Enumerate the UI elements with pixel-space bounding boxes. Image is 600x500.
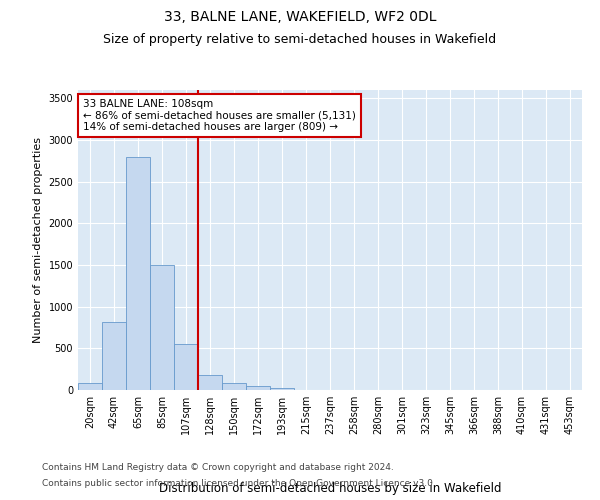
Text: 33, BALNE LANE, WAKEFIELD, WF2 0DL: 33, BALNE LANE, WAKEFIELD, WF2 0DL [164,10,436,24]
Bar [78,384,102,390]
Bar [126,156,150,390]
Text: Contains HM Land Registry data © Crown copyright and database right 2024.: Contains HM Land Registry data © Crown c… [42,464,394,472]
Text: Distribution of semi-detached houses by size in Wakefield: Distribution of semi-detached houses by … [159,482,501,495]
Bar [102,322,126,390]
Y-axis label: Number of semi-detached properties: Number of semi-detached properties [33,137,43,343]
Bar [198,375,222,390]
Bar [174,344,198,390]
Text: 33 BALNE LANE: 108sqm
← 86% of semi-detached houses are smaller (5,131)
14% of s: 33 BALNE LANE: 108sqm ← 86% of semi-deta… [83,99,356,132]
Bar [222,384,246,390]
Bar [150,265,174,390]
Bar [270,388,294,390]
Text: Size of property relative to semi-detached houses in Wakefield: Size of property relative to semi-detach… [103,32,497,46]
Bar [246,386,270,390]
Text: Contains public sector information licensed under the Open Government Licence v3: Contains public sector information licen… [42,478,436,488]
